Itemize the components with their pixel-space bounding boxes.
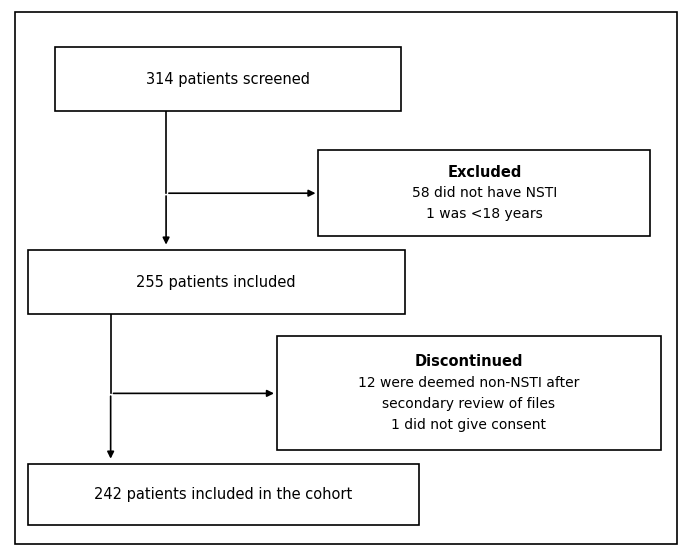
Text: 58 did not have NSTI: 58 did not have NSTI	[412, 186, 557, 200]
Bar	[28, 250, 405, 314]
Text: 242 patients included in the cohort: 242 patients included in the cohort	[94, 488, 352, 502]
Text: Excluded: Excluded	[447, 165, 522, 180]
Bar	[318, 150, 650, 236]
Text: 314 patients screened: 314 patients screened	[147, 72, 310, 87]
Bar	[28, 464, 419, 525]
Text: Discontinued: Discontinued	[415, 354, 523, 369]
Bar	[277, 336, 661, 450]
Text: 1 was <18 years: 1 was <18 years	[426, 207, 543, 221]
Bar	[55, 47, 401, 111]
Text: secondary review of files: secondary review of files	[382, 397, 555, 411]
Text: 1 did not give consent: 1 did not give consent	[392, 418, 546, 432]
Text: 12 were deemed non-NSTI after: 12 were deemed non-NSTI after	[358, 376, 579, 390]
Text: 255 patients included: 255 patients included	[136, 275, 296, 290]
